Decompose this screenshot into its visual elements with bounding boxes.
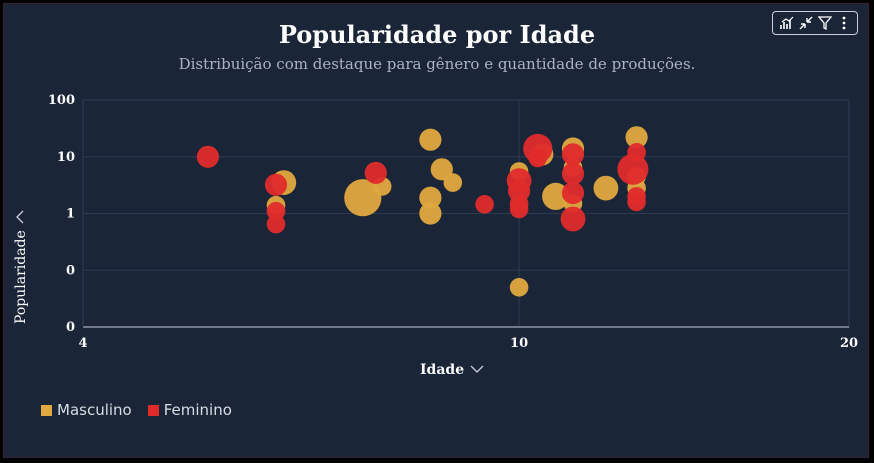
point-feminino[interactable]	[364, 161, 387, 184]
point-masculino[interactable]	[419, 128, 442, 151]
grid	[82, 99, 850, 328]
legend-swatch-masculino	[41, 404, 52, 416]
y-axis-label: Popularidade	[13, 230, 29, 324]
chart-title: Popularidade por Idade	[278, 20, 596, 49]
point-feminino[interactable]	[266, 214, 286, 234]
point-masculino[interactable]	[430, 158, 453, 181]
point-feminino[interactable]	[560, 206, 586, 232]
point-feminino[interactable]	[528, 148, 548, 168]
point-masculino[interactable]	[419, 186, 442, 209]
point-feminino[interactable]	[266, 201, 286, 221]
y-tick-label: 100	[48, 93, 75, 108]
chart-toolbar	[772, 11, 858, 35]
point-masculino[interactable]	[625, 126, 648, 149]
chart-panel: Popularidade por Idade Distribuição com …	[3, 3, 869, 458]
legend-item-masculino[interactable]: Masculino	[41, 401, 132, 419]
data-points	[196, 126, 649, 297]
point-feminino[interactable]	[196, 145, 219, 168]
x-axis-label-button[interactable]: Idade	[420, 362, 484, 378]
point-masculino[interactable]	[344, 179, 382, 217]
insights-icon[interactable]	[778, 14, 796, 32]
chevron-right-icon	[13, 210, 29, 224]
chevron-down-icon	[470, 362, 484, 378]
point-masculino[interactable]	[593, 175, 619, 201]
legend: Masculino Feminino	[41, 401, 232, 419]
y-tick-label: 10	[57, 150, 75, 165]
filter-icon[interactable]	[816, 14, 834, 32]
x-axis-label: Idade	[420, 362, 465, 378]
legend-swatch-feminino	[147, 404, 159, 416]
y-tick-label: 0	[66, 263, 75, 278]
point-masculino[interactable]	[419, 202, 442, 225]
legend-item-feminino[interactable]: Feminino	[147, 401, 232, 419]
point-masculino[interactable]	[509, 278, 529, 297]
chart-subtitle: Distribuição com destaque para gênero e …	[178, 55, 696, 73]
point-feminino[interactable]	[561, 181, 585, 205]
legend-label-masculino: Masculino	[57, 401, 132, 419]
x-tick-label: 10	[510, 336, 528, 351]
point-feminino[interactable]	[264, 173, 288, 196]
point-feminino[interactable]	[617, 153, 649, 185]
y-tick-label: 1	[66, 207, 75, 222]
point-feminino[interactable]	[475, 195, 494, 214]
collapse-icon[interactable]	[797, 14, 815, 32]
point-feminino[interactable]	[627, 192, 646, 212]
x-tick-label: 4	[78, 336, 87, 351]
more-vert-icon[interactable]	[835, 14, 853, 32]
y-axis-label-button[interactable]: Popularidade	[13, 210, 29, 324]
point-masculino[interactable]	[443, 173, 463, 192]
x-tick-label: 20	[840, 336, 858, 351]
point-feminino[interactable]	[561, 162, 585, 185]
y-tick-label: 0	[66, 320, 75, 335]
legend-label-feminino: Feminino	[163, 401, 232, 419]
point-feminino[interactable]	[509, 199, 529, 219]
point-feminino[interactable]	[561, 143, 585, 166]
